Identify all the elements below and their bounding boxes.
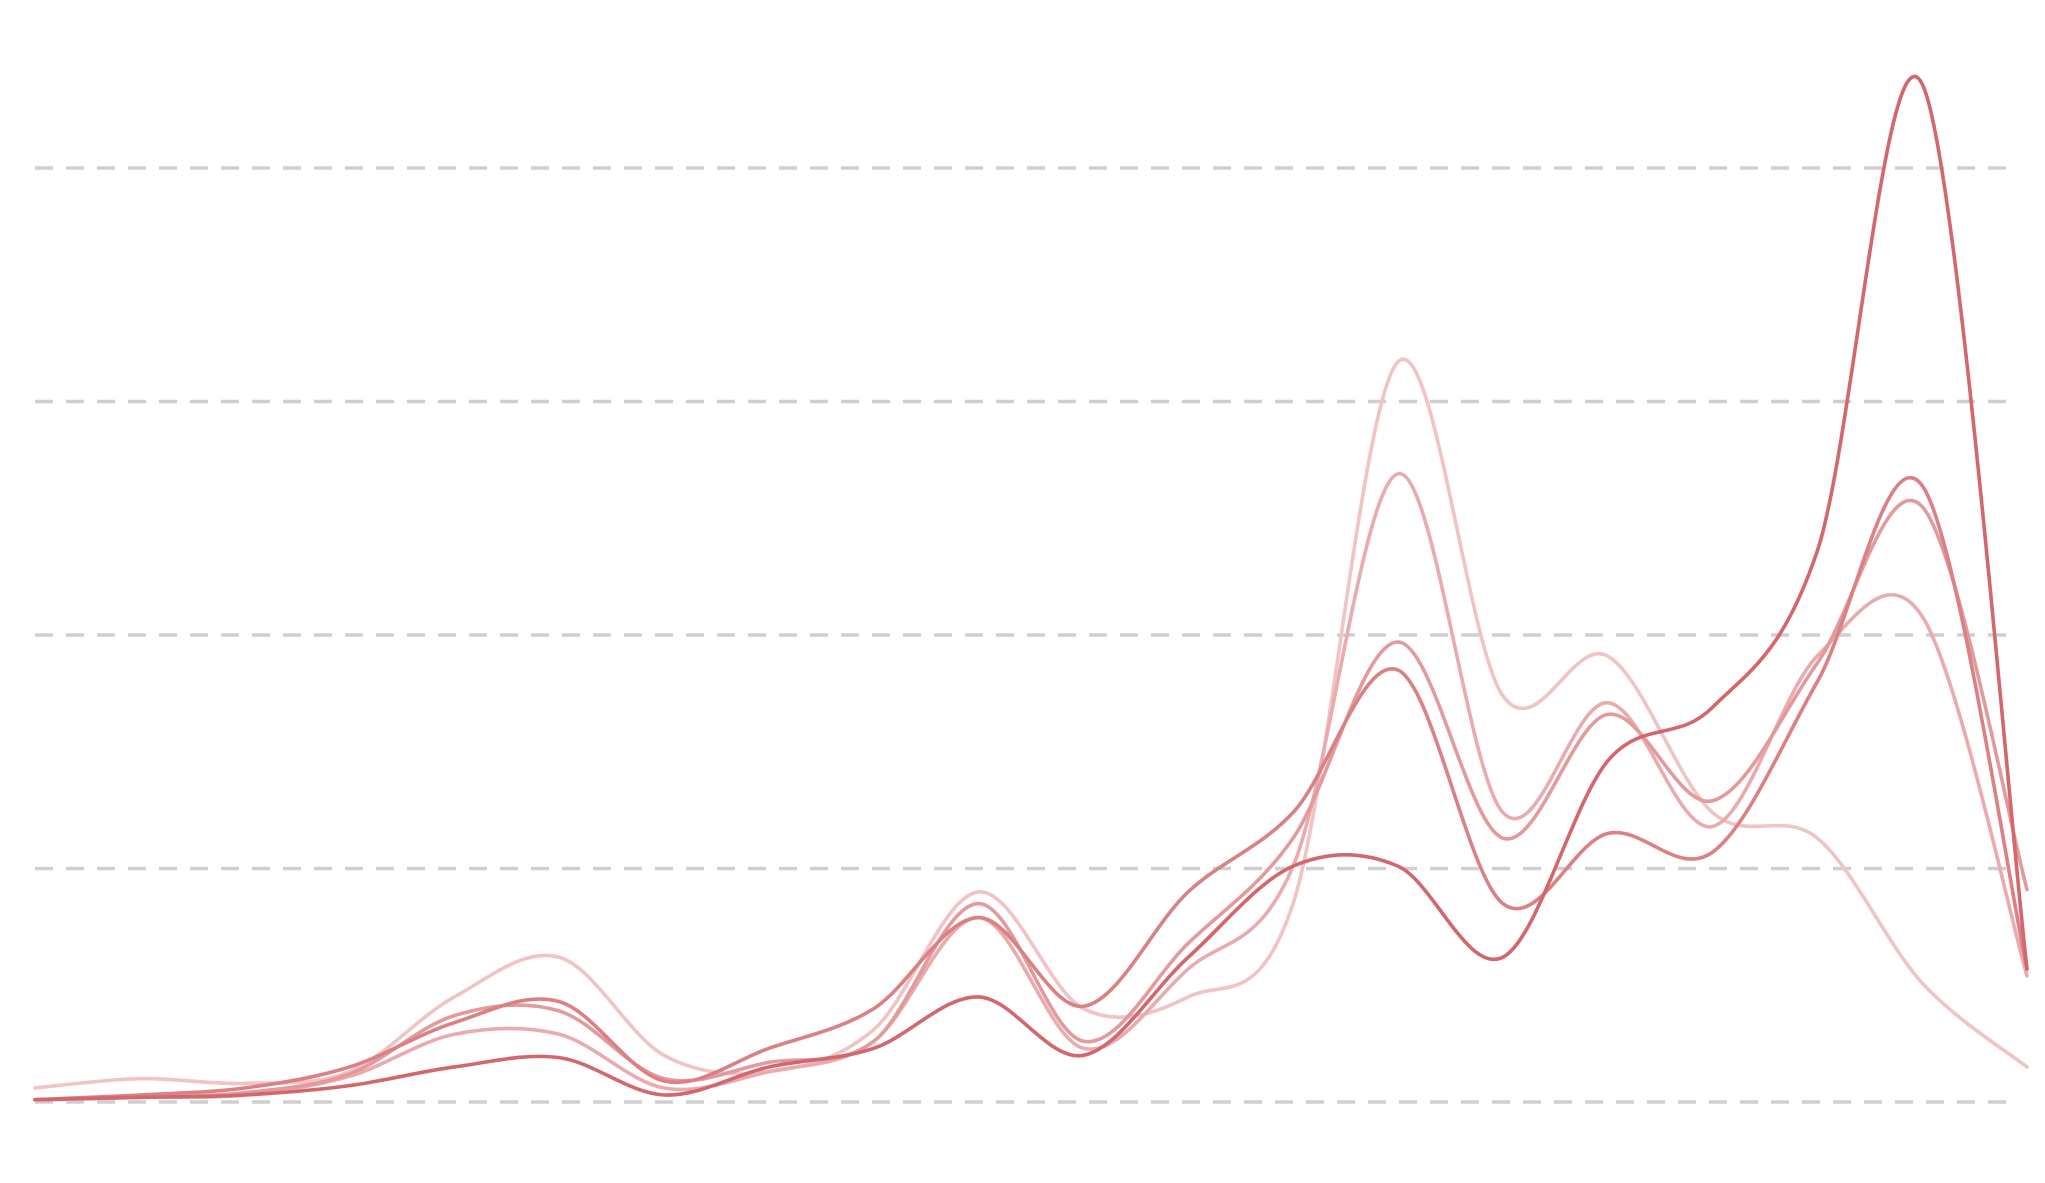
series-line [33, 357, 2029, 1090]
lines [33, 74, 2029, 1102]
series-line [33, 472, 2029, 1102]
series-line [33, 475, 2029, 1102]
grid [35, 166, 2019, 1104]
series-line [33, 498, 2029, 1102]
series-line [33, 74, 2029, 1102]
